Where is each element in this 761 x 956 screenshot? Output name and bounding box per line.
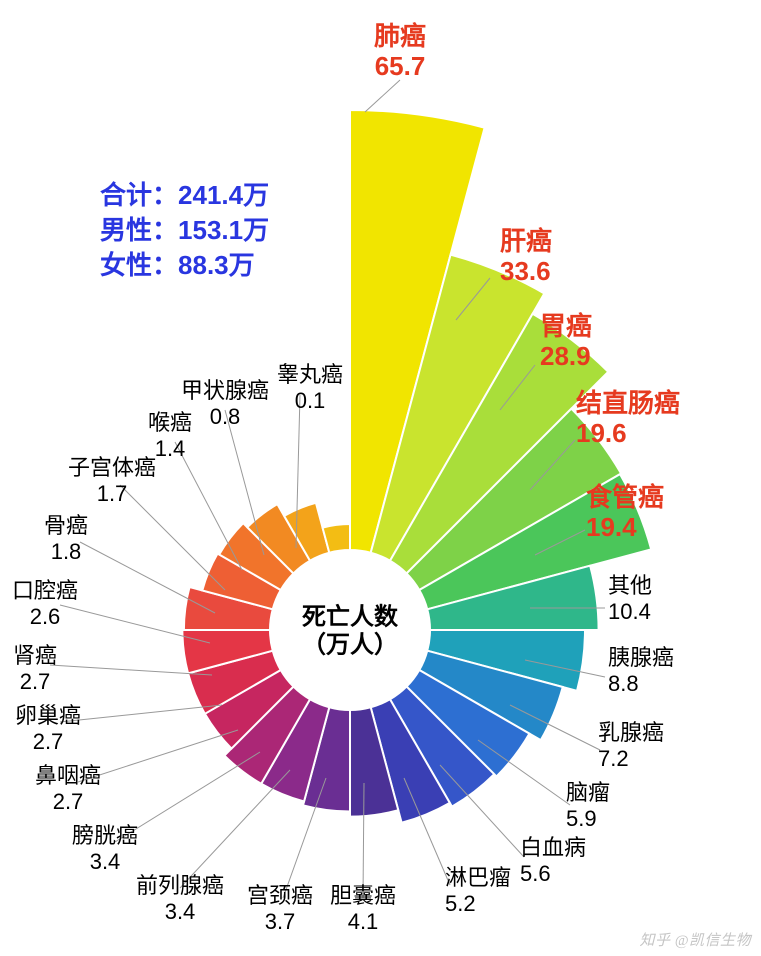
value-甲状腺癌: 0.8 (210, 404, 241, 429)
value-胆囊癌: 4.1 (348, 909, 379, 934)
value-食管癌: 19.4 (586, 512, 637, 542)
leader-子宫体癌 (120, 485, 225, 590)
totals-total: 合计：241.4万 (100, 178, 269, 213)
value-淋巴瘤: 5.2 (445, 891, 476, 916)
leader-前列腺癌 (180, 770, 290, 888)
center-label-line1: 死亡人数 (302, 602, 399, 630)
value-胰腺癌: 8.8 (608, 671, 639, 696)
leader-骨癌 (80, 542, 215, 613)
value-肾癌: 2.7 (20, 669, 51, 694)
label-鼻咽癌: 鼻咽癌 (35, 763, 101, 788)
label-结直肠癌: 结直肠癌 (576, 388, 680, 418)
label-胆囊癌: 胆囊癌 (330, 883, 396, 908)
label-肺癌: 肺癌 (374, 21, 426, 51)
label-喉癌: 喉癌 (148, 410, 192, 435)
totals-female: 女性：88.3万 (100, 248, 269, 283)
leader-喉癌 (175, 442, 242, 570)
label-其他: 其他 (608, 573, 652, 598)
label-宫颈癌: 宫颈癌 (247, 883, 313, 908)
value-白血病: 5.6 (520, 861, 551, 886)
polar-area-chart: 死亡人数（万人） 肺癌65.7 肝癌33.6 胃癌28.9 结直肠癌19.6 食管癌19.… (0, 0, 761, 956)
label-胰腺癌: 胰腺癌 (608, 645, 674, 670)
watermark: 知乎 @凯信生物 (639, 929, 751, 950)
label-胃癌: 胃癌 (540, 311, 592, 341)
value-前列腺癌: 3.4 (165, 899, 196, 924)
value-其他: 10.4 (608, 599, 651, 624)
label-睾丸癌: 睾丸癌 (277, 362, 343, 387)
label-淋巴瘤: 淋巴瘤 (445, 865, 511, 890)
value-喉癌: 1.4 (155, 436, 186, 461)
value-肺癌: 65.7 (375, 51, 426, 81)
label-前列腺癌: 前列腺癌 (136, 873, 224, 898)
value-乳腺癌: 7.2 (598, 746, 629, 771)
totals-male: 男性：153.1万 (100, 213, 269, 248)
label-肾癌: 肾癌 (13, 643, 57, 668)
label-膀胱癌: 膀胱癌 (72, 823, 138, 848)
label-肝癌: 肝癌 (500, 226, 552, 256)
label-乳腺癌: 乳腺癌 (598, 720, 664, 745)
value-骨癌: 1.8 (51, 539, 82, 564)
value-睾丸癌: 0.1 (295, 388, 326, 413)
value-子宫体癌: 1.7 (97, 481, 128, 506)
value-鼻咽癌: 2.7 (53, 789, 84, 814)
leader-卵巢癌 (60, 705, 222, 722)
label-食管癌: 食管癌 (586, 482, 664, 512)
label-卵巢癌: 卵巢癌 (15, 703, 81, 728)
value-膀胱癌: 3.4 (90, 849, 121, 874)
label-脑瘤: 脑瘤 (566, 780, 610, 805)
value-脑瘤: 5.9 (566, 806, 597, 831)
value-口腔癌: 2.6 (30, 604, 61, 629)
label-白血病: 白血病 (520, 835, 586, 860)
label-口腔癌: 口腔癌 (12, 578, 78, 603)
label-甲状腺癌: 甲状腺癌 (181, 378, 269, 403)
value-胃癌: 28.9 (540, 341, 591, 371)
leader-鼻咽癌 (78, 730, 238, 782)
label-骨癌: 骨癌 (44, 513, 88, 538)
label-子宫体癌: 子宫体癌 (68, 455, 156, 480)
value-肝癌: 33.6 (500, 256, 551, 286)
center-label-line2: （万人） (302, 631, 398, 658)
value-卵巢癌: 2.7 (33, 729, 64, 754)
value-宫颈癌: 3.7 (265, 909, 296, 934)
totals-block: 合计：241.4万 男性：153.1万 女性：88.3万 (100, 178, 269, 283)
leader-肺癌 (365, 80, 400, 112)
value-结直肠癌: 19.6 (576, 418, 627, 448)
